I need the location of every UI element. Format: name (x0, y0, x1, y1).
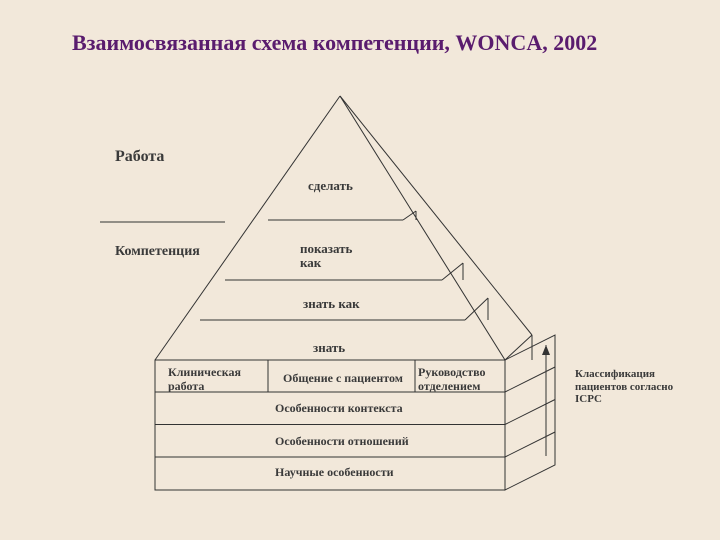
base-top-0: Клиническая работа (168, 366, 263, 394)
base-lower-0: Особенности контекста (275, 402, 403, 416)
pyramid-level-3-label: знать (313, 340, 345, 356)
base-top-1: Общение с пациентом (283, 372, 403, 386)
base-lower-1: Особенности отношений (275, 435, 409, 449)
pyramid-level-1-label: показать как (300, 242, 370, 271)
classification-label: Классификация пациентов согласно ICPC (575, 368, 685, 406)
base-top-2: Руководство отделением (418, 366, 503, 394)
pyramid-level-2-label: знать как (303, 296, 360, 312)
base-lower-2: Научные особенности (275, 466, 394, 480)
pyramid-level-0-label: сделать (308, 178, 353, 194)
